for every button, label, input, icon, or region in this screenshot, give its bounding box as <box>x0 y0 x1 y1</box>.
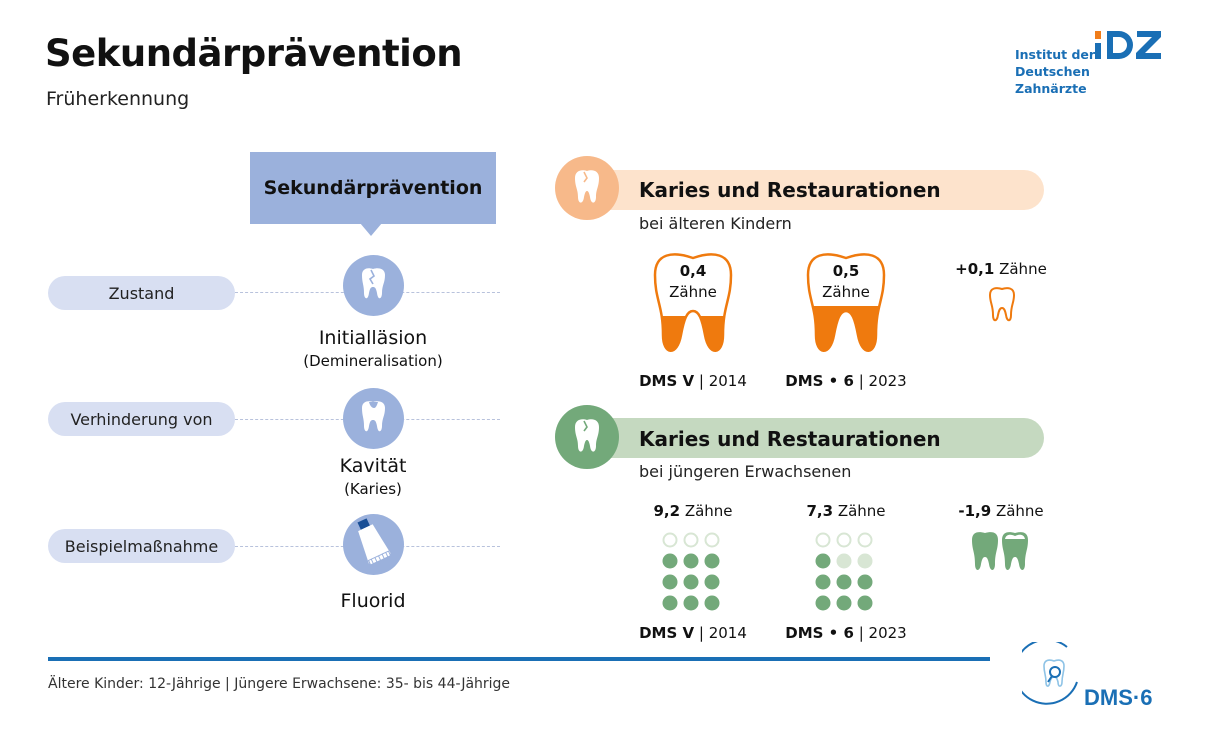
children-title: Karies und Restaurationen <box>639 178 941 202</box>
decayed-tooth-icon <box>343 388 404 449</box>
idz-mark-icon <box>1095 31 1161 59</box>
logo-line2: Deutschen Zahnärzte <box>1015 64 1090 96</box>
children-subtitle: bei älteren Kindern <box>639 214 792 233</box>
sekundaerpraevention-box: Sekundärprävention <box>250 152 496 224</box>
tooth-dot <box>815 574 831 590</box>
dot-grid-2023 <box>815 532 873 611</box>
dot-grid-2014 <box>662 532 720 611</box>
tooth-dot <box>704 595 720 611</box>
tooth-dot <box>683 595 699 611</box>
adults-subtitle: bei jüngeren Erwachsenen <box>639 462 852 481</box>
tooth-dot-empty <box>815 532 831 548</box>
adults-header-bar <box>560 418 1044 458</box>
adults-study-2014: DMS V | 2014 <box>639 624 747 642</box>
cracked-tooth-icon <box>343 255 404 316</box>
tooth-dot-empty <box>836 532 852 548</box>
children-unit-2023: Zähne <box>822 283 870 301</box>
small-tooth-icon <box>988 287 1016 322</box>
diff-value: +0,1 <box>955 260 995 278</box>
tooth-dot <box>815 553 831 569</box>
two-teeth-icon <box>972 532 1028 570</box>
dms6-logo: DMS·6 <box>1022 642 1152 710</box>
children-unit-2014: Zähne <box>669 283 717 301</box>
children-study-2014: DMS V | 2014 <box>639 372 747 390</box>
study: DMS V <box>639 624 695 642</box>
adults-value-2023: 7,3 Zähne <box>771 502 921 520</box>
year: 2023 <box>868 624 907 642</box>
tooth-fill-2014 <box>653 253 733 352</box>
children-value-2023: 0,5 <box>832 262 860 280</box>
year: 2014 <box>708 624 747 642</box>
study: DMS V <box>639 372 695 390</box>
tooth-dot <box>704 574 720 590</box>
children-value-2014: 0,4 <box>679 262 707 280</box>
tooth-dot <box>683 574 699 590</box>
value: 7,3 <box>806 502 834 520</box>
tooth-dot <box>836 595 852 611</box>
diff-value: -1,9 <box>958 502 992 520</box>
page-subtitle: Früherkennung <box>46 88 190 110</box>
kavitaet-label: Kavität <box>339 455 407 477</box>
dms6-logo-text: DMS·6 <box>1084 685 1152 710</box>
tooth-dot <box>836 574 852 590</box>
row-label-beispiel: Beispielmaßnahme <box>48 529 235 563</box>
row-label-verhinderung: Verhinderung von <box>48 402 235 436</box>
unit: Zähne <box>837 502 886 520</box>
footer-note: Ältere Kinder: 12-Jährige | Jüngere Erwa… <box>48 676 511 692</box>
adults-title: Karies und Restaurationen <box>639 427 941 451</box>
diff-unit: Zähne <box>999 260 1047 278</box>
tooth-dot <box>857 574 873 590</box>
year: 2023 <box>868 372 907 390</box>
study: DMS • 6 <box>785 624 854 642</box>
tooth-dot <box>662 595 678 611</box>
tooth-dot-empty <box>704 532 720 548</box>
children-header-bar <box>560 170 1044 210</box>
diff-unit: Zähne <box>995 502 1044 520</box>
unit: Zähne <box>684 502 733 520</box>
adults-value-2014: 9,2 Zähne <box>618 502 768 520</box>
study: DMS • 6 <box>785 372 854 390</box>
tooth-dot <box>662 553 678 569</box>
value: 9,2 <box>653 502 681 520</box>
tooth-dot <box>857 595 873 611</box>
idz-logo: Institut der Deutschen Zahnärzte <box>1015 28 1165 96</box>
tooth-dot-empty <box>683 532 699 548</box>
tooth-icon <box>555 405 619 469</box>
adults-study-2023: DMS • 6 | 2023 <box>785 624 907 642</box>
box-pointer <box>360 223 382 236</box>
initiallaesion-label: Initialläsion <box>318 327 428 349</box>
children-diff: +0,1 Zähne <box>926 260 1076 278</box>
children-study-2023: DMS • 6 | 2023 <box>785 372 907 390</box>
adults-diff: -1,9 Zähne <box>926 502 1076 520</box>
tooth-dot <box>815 595 831 611</box>
logo-line1: Institut der <box>1015 47 1096 62</box>
tooth-dot-empty <box>857 532 873 548</box>
toothpaste-icon <box>343 514 404 575</box>
tooth-dot <box>662 574 678 590</box>
demineralisation-label: (Demineralisation) <box>303 352 443 370</box>
karies-label: (Karies) <box>344 480 402 498</box>
tooth-dot <box>836 553 852 569</box>
row-label-zustand: Zustand <box>48 276 235 310</box>
footer-divider <box>48 657 990 661</box>
tooth-dot <box>704 553 720 569</box>
tooth-fill-2023 <box>806 253 886 352</box>
fluorid-label: Fluorid <box>340 590 406 612</box>
year: 2014 <box>708 372 747 390</box>
tooth-dot-empty <box>662 532 678 548</box>
tooth-dot <box>857 553 873 569</box>
tooth-dot <box>683 553 699 569</box>
page-title: Sekundärprävention <box>45 32 463 75</box>
tooth-icon <box>555 156 619 220</box>
